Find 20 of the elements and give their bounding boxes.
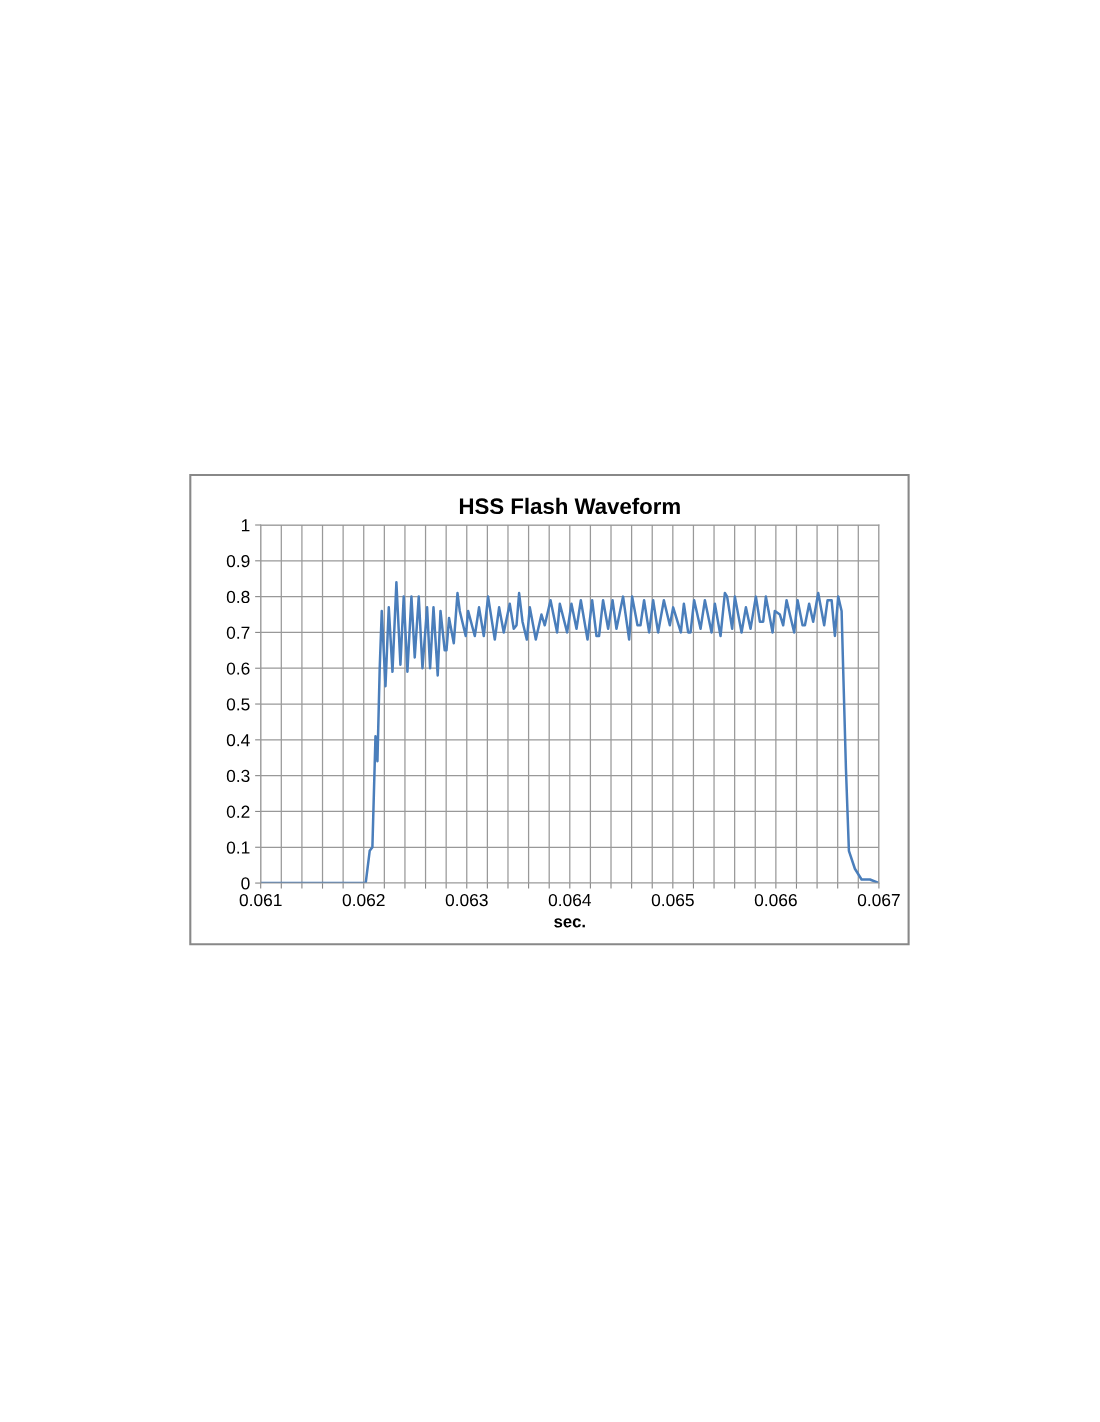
- x-tick-label: 0.061: [239, 893, 282, 907]
- x-tick-label: 0.065: [651, 893, 694, 907]
- x-tick-label: 0.066: [754, 893, 797, 907]
- y-tick-label: 0.6: [226, 662, 250, 675]
- chart-title: HSS Flash Waveform: [459, 497, 680, 515]
- y-tick-label: 0.8: [226, 590, 250, 604]
- x-axis-title: sec.: [554, 918, 585, 928]
- y-tick-label: 0.2: [226, 805, 250, 818]
- x-tick-label: 0.067: [857, 893, 900, 907]
- x-tick-label: 0.062: [342, 893, 385, 907]
- y-tick-label: 0.5: [226, 698, 250, 711]
- y-tick-label: 0: [241, 877, 250, 890]
- y-tick-label: 0.7: [226, 626, 250, 639]
- y-tick-label: 0.3: [226, 769, 250, 783]
- y-tick-label: 1: [241, 519, 250, 532]
- y-tick-label: 0.4: [226, 734, 250, 747]
- y-tick-label: 0.1: [226, 841, 250, 854]
- y-tick-label: 0.9: [226, 554, 250, 568]
- x-tick-label: 0.063: [445, 893, 488, 907]
- x-tick-label: 0.064: [548, 893, 592, 907]
